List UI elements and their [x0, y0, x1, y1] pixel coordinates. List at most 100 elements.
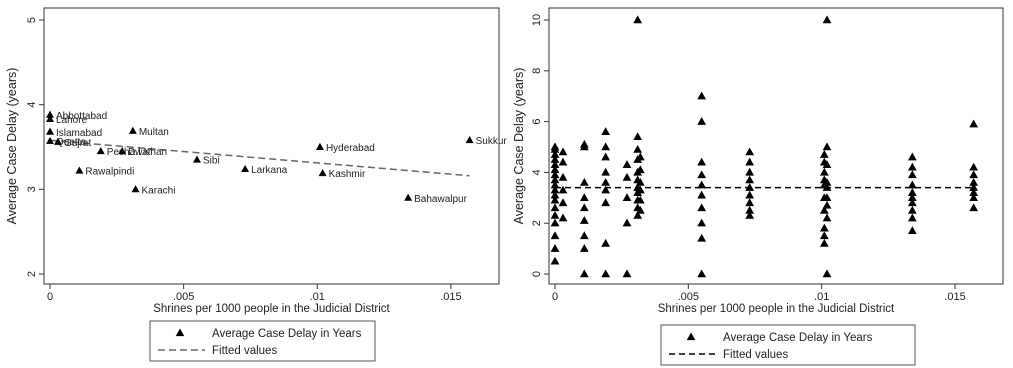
data-point — [635, 177, 645, 186]
data-point — [635, 205, 645, 214]
data-point — [635, 185, 645, 194]
data-point — [819, 238, 829, 247]
data-point — [601, 185, 611, 194]
data-point — [550, 155, 560, 163]
data-point — [601, 269, 611, 278]
data-point — [601, 152, 611, 161]
left-scatter-chart: 2 3 4 5 0 .005 .01 .015 Shrines per 1000 people … — [5, 7, 507, 362]
point-label: Islamabad — [56, 128, 102, 139]
point-label: Quetta — [56, 137, 86, 148]
y-axis-label: Average Case Delay (years) — [5, 68, 19, 225]
data-point — [550, 142, 560, 151]
data-point — [550, 203, 560, 212]
data-point — [822, 213, 832, 222]
data-point — [697, 157, 707, 166]
data-point — [969, 183, 979, 191]
data-point — [601, 198, 611, 207]
point-label: Gujrat — [64, 138, 91, 149]
data-point — [969, 203, 979, 212]
data-point — [633, 144, 643, 153]
data-point — [404, 193, 413, 201]
legend-box — [660, 324, 916, 366]
data-point — [46, 136, 54, 145]
data-point — [118, 147, 127, 155]
data-point — [907, 180, 917, 189]
data-point — [969, 177, 979, 186]
data-point — [75, 166, 84, 174]
x-tick-label: .01 — [814, 291, 829, 303]
data-point — [579, 203, 589, 212]
data-point — [622, 269, 632, 278]
data-point — [745, 190, 755, 199]
point-label: Abbottabad — [56, 111, 107, 122]
y-tick-label: 2 — [26, 271, 38, 277]
left-chart-panel: 2 3 4 5 0 .005 .01 .015 Shrines per 1000 people … — [5, 7, 507, 362]
data-point — [745, 147, 755, 156]
point-label: Karachi — [142, 185, 176, 196]
data-point — [635, 195, 645, 204]
y-axis-label: Average Case Delay (years) — [512, 68, 526, 225]
data-point — [131, 185, 140, 193]
data-point — [822, 269, 832, 278]
data-point — [822, 160, 832, 168]
data-point — [558, 213, 568, 222]
x-tick-label: .01 — [310, 291, 325, 303]
y-tick-label: 10 — [531, 14, 543, 26]
data-point — [697, 91, 707, 100]
data-point — [558, 147, 568, 156]
x-tick-label: .015 — [440, 291, 461, 303]
data-point — [46, 110, 54, 118]
data-point — [550, 175, 560, 184]
data-point — [745, 183, 755, 191]
legend-label: Fitted values — [723, 349, 788, 361]
data-point — [745, 205, 755, 214]
data-point — [745, 167, 755, 176]
data-point — [907, 188, 917, 196]
data-point — [697, 170, 707, 179]
data-point — [819, 231, 829, 240]
data-point — [128, 126, 137, 134]
data-point — [601, 238, 611, 247]
data-point — [819, 223, 829, 232]
data-point — [622, 160, 632, 168]
data-point — [601, 127, 611, 135]
data-point — [745, 175, 755, 184]
data-point — [558, 185, 568, 194]
legend-marker-icon — [686, 332, 696, 341]
data-point — [550, 218, 560, 227]
data-point — [550, 160, 560, 168]
data-point — [579, 231, 589, 240]
data-point — [969, 162, 979, 171]
data-point — [697, 233, 707, 242]
data-point — [907, 193, 917, 202]
data-point — [822, 142, 832, 151]
data-point — [579, 193, 589, 202]
data-point — [633, 15, 643, 24]
data-point — [969, 193, 979, 202]
data-point — [601, 177, 611, 186]
data-point — [96, 147, 105, 155]
data-point — [550, 185, 560, 194]
point-label: Multan — [139, 127, 169, 138]
right-chart-panel: 0 2 4 6 8 10 0 .005 .01 .015 Shrines per 1000 peop… — [507, 0, 1013, 368]
y-tick-label: 4 — [26, 102, 38, 108]
data-point — [601, 167, 611, 176]
x-axis-label: Shrines per 1000 people in the Judicial … — [658, 303, 895, 315]
data-point — [46, 127, 54, 135]
data-point — [601, 142, 611, 151]
point-label: Hyderabad — [326, 143, 375, 154]
plot-area — [548, 7, 1004, 285]
data-point — [622, 193, 632, 202]
data-point — [822, 183, 832, 191]
y-tick-label: 4 — [531, 169, 543, 175]
data-point — [54, 137, 63, 145]
y-tick-label: 2 — [531, 220, 543, 226]
data-point — [907, 152, 917, 161]
data-point — [550, 180, 560, 189]
data-point — [550, 231, 560, 240]
data-point — [697, 117, 707, 125]
data-point — [745, 157, 755, 166]
point-label: Rawalpindi — [85, 167, 134, 178]
data-point — [819, 167, 829, 176]
data-point — [697, 218, 707, 227]
